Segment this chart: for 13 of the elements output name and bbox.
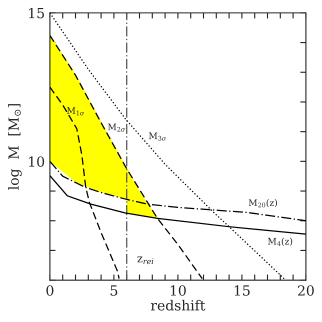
x-tick-label: 10 — [170, 285, 186, 296]
y-axis-title: log M [M$_{⊙}$] — [8, 104, 22, 190]
x-tick-label: 20 — [298, 285, 314, 296]
x-tick-label: 0 — [46, 285, 54, 296]
series-label: M$_{2σ}$ — [108, 124, 126, 132]
x-axis-title: redshift — [150, 300, 206, 311]
x-tick-label: 15 — [234, 285, 250, 296]
series-label: M$_{4}$(z) — [268, 238, 292, 246]
x-tick-label: 5 — [110, 285, 118, 296]
series-label: M$_{20}$(z) — [248, 199, 277, 208]
ref-line-label: z$_{rei}$ — [137, 256, 154, 264]
series-label: M$_{3σ}$ — [148, 132, 166, 141]
series-label: M$_{1σ}$ — [67, 107, 84, 116]
